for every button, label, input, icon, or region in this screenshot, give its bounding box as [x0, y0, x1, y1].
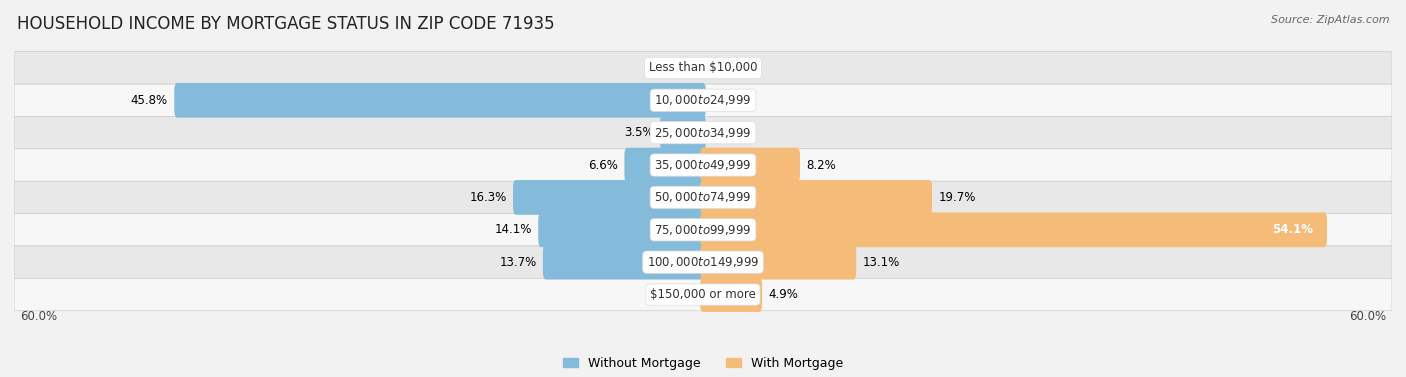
Text: 54.1%: 54.1%	[1271, 223, 1313, 236]
FancyBboxPatch shape	[700, 180, 932, 215]
Text: $50,000 to $74,999: $50,000 to $74,999	[654, 190, 752, 204]
Text: 19.7%: 19.7%	[938, 191, 976, 204]
Text: 8.2%: 8.2%	[807, 159, 837, 172]
Text: 0.0%: 0.0%	[664, 61, 693, 74]
FancyBboxPatch shape	[700, 212, 1327, 247]
Text: 13.1%: 13.1%	[863, 256, 900, 269]
Text: 3.5%: 3.5%	[624, 126, 654, 139]
Text: $150,000 or more: $150,000 or more	[650, 288, 756, 301]
Text: 6.6%: 6.6%	[588, 159, 619, 172]
Text: 4.9%: 4.9%	[769, 288, 799, 301]
FancyBboxPatch shape	[700, 148, 800, 182]
FancyBboxPatch shape	[14, 52, 1392, 84]
Text: 16.3%: 16.3%	[470, 191, 506, 204]
Text: $100,000 to $149,999: $100,000 to $149,999	[647, 255, 759, 269]
Legend: Without Mortgage, With Mortgage: Without Mortgage, With Mortgage	[558, 352, 848, 375]
Text: 45.8%: 45.8%	[131, 94, 167, 107]
FancyBboxPatch shape	[14, 116, 1392, 149]
Text: $35,000 to $49,999: $35,000 to $49,999	[654, 158, 752, 172]
FancyBboxPatch shape	[14, 246, 1392, 278]
Text: 0.0%: 0.0%	[713, 126, 742, 139]
FancyBboxPatch shape	[700, 245, 856, 279]
Text: 14.1%: 14.1%	[495, 223, 531, 236]
FancyBboxPatch shape	[14, 181, 1392, 214]
Text: 0.0%: 0.0%	[713, 61, 742, 74]
Text: 60.0%: 60.0%	[20, 310, 56, 323]
FancyBboxPatch shape	[538, 212, 706, 247]
Text: $75,000 to $99,999: $75,000 to $99,999	[654, 223, 752, 237]
Text: 0.0%: 0.0%	[713, 94, 742, 107]
FancyBboxPatch shape	[14, 149, 1392, 181]
Text: $10,000 to $24,999: $10,000 to $24,999	[654, 93, 752, 107]
FancyBboxPatch shape	[543, 245, 706, 279]
FancyBboxPatch shape	[624, 148, 706, 182]
FancyBboxPatch shape	[700, 277, 762, 312]
FancyBboxPatch shape	[513, 180, 706, 215]
Text: $25,000 to $34,999: $25,000 to $34,999	[654, 126, 752, 139]
FancyBboxPatch shape	[14, 84, 1392, 116]
Text: HOUSEHOLD INCOME BY MORTGAGE STATUS IN ZIP CODE 71935: HOUSEHOLD INCOME BY MORTGAGE STATUS IN Z…	[17, 15, 554, 33]
Text: Less than $10,000: Less than $10,000	[648, 61, 758, 74]
Text: 13.7%: 13.7%	[499, 256, 537, 269]
Text: 0.0%: 0.0%	[664, 288, 693, 301]
FancyBboxPatch shape	[174, 83, 706, 118]
FancyBboxPatch shape	[14, 214, 1392, 246]
Text: 60.0%: 60.0%	[1350, 310, 1386, 323]
FancyBboxPatch shape	[659, 115, 706, 150]
FancyBboxPatch shape	[14, 278, 1392, 311]
Text: Source: ZipAtlas.com: Source: ZipAtlas.com	[1271, 15, 1389, 25]
